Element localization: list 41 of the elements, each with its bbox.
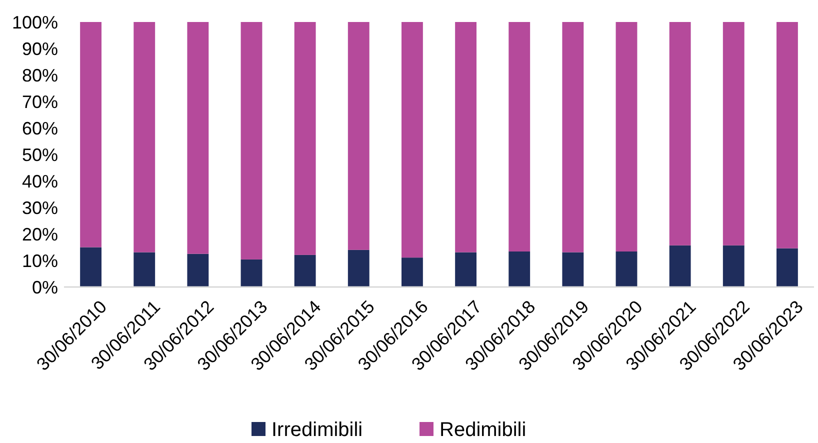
bar [776,248,798,287]
bar [669,245,691,287]
bar [134,22,156,252]
bar [616,22,638,252]
bar [240,22,262,260]
y-tick-label: 20% [22,224,58,244]
y-tick-label: 100% [12,12,58,32]
y-tick-label: 30% [22,198,58,218]
bar [80,22,102,248]
bar [134,252,156,287]
bar [616,251,638,287]
y-tick-label: 80% [22,65,58,86]
bar [294,254,316,287]
bar [294,22,316,255]
bar [776,22,798,248]
legend-label: Irredimibili [272,419,363,441]
bar [80,247,102,287]
legend-label: Redimibili [440,419,526,441]
y-tick-label: 0% [32,277,58,298]
y-tick-label: 60% [22,118,58,138]
y-tick-label: 40% [22,171,58,192]
bar [348,22,370,250]
bar [722,245,744,287]
bar [508,251,530,287]
bar [455,22,476,252]
bar [722,22,744,246]
bar [187,22,209,254]
bar [455,252,476,287]
bar [669,22,691,246]
y-tick-label: 10% [22,250,58,271]
bar [562,22,584,252]
bar [240,259,262,287]
y-tick-label: 90% [22,38,58,59]
bar [508,22,530,252]
bar [562,252,584,287]
y-tick-label: 50% [22,144,58,165]
bar [348,250,370,287]
bar [402,22,423,258]
bar [187,254,209,287]
y-tick-label: 70% [22,92,58,112]
bar [402,258,423,287]
